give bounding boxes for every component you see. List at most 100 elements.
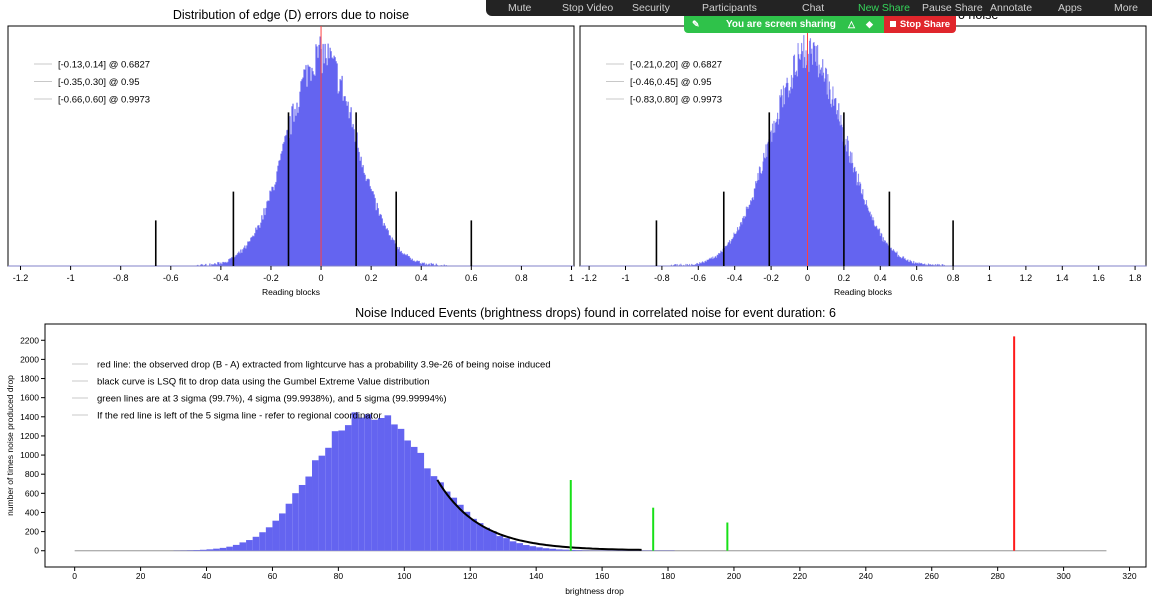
plot-frame xyxy=(44,323,1147,568)
histogram-bar xyxy=(351,412,359,551)
x-tick-label: -1.2 xyxy=(581,273,597,283)
histogram-bar xyxy=(555,549,563,551)
x-axis-label: Reading blocks xyxy=(262,287,320,297)
toolbar-security-button[interactable]: Security xyxy=(632,2,670,14)
toolbar-apps-button[interactable]: Apps xyxy=(1058,2,1082,14)
toolbar-stop-video-button[interactable]: Stop Video xyxy=(562,2,614,14)
y-tick-label: 1000 xyxy=(20,450,39,460)
stop-icon xyxy=(889,21,896,27)
histogram-bar xyxy=(199,549,207,551)
histogram-bar xyxy=(246,540,253,551)
x-tick-label: 1.6 xyxy=(1092,273,1105,283)
histogram-bar xyxy=(272,520,280,551)
y-tick-label: 600 xyxy=(25,488,39,498)
legend-entry: [-0.21,0.20] @ 0.6827 xyxy=(630,60,722,71)
histogram-bar xyxy=(232,544,240,551)
legend-entry: red line: the observed drop (B - A) extr… xyxy=(97,360,551,371)
histogram-bar xyxy=(371,419,378,551)
x-tick-label: 0 xyxy=(805,273,810,283)
x-axis-label: brightness drop xyxy=(565,586,624,596)
network-icon[interactable]: △ xyxy=(848,19,855,29)
x-tick-label: 0 xyxy=(319,273,324,283)
zoom-meeting-toolbar: Mute Stop Video Security Participants Chat Ne… xyxy=(486,0,1152,16)
x-tick-label: 120 xyxy=(463,571,477,581)
x-tick-label: -1 xyxy=(67,273,75,283)
toolbar-more-button[interactable]: More xyxy=(1114,2,1138,14)
x-tick-label: -0.2 xyxy=(763,273,779,283)
x-tick-label: -0.6 xyxy=(691,273,707,283)
x-tick-label: 60 xyxy=(268,571,278,581)
y-tick-label: 200 xyxy=(25,527,39,537)
histogram-bar xyxy=(575,550,583,551)
panel-3: Noise Induced Events (brightness drops) … xyxy=(5,306,1147,596)
x-tick-label: 1.2 xyxy=(1020,273,1033,283)
stop-share-button[interactable]: Stop Share xyxy=(884,16,956,33)
toolbar-participants-button[interactable]: Participants xyxy=(702,2,757,14)
histogram-bar xyxy=(562,549,570,551)
x-tick-label: 180 xyxy=(661,571,675,581)
x-tick-label: 160 xyxy=(595,571,609,581)
histogram-bar xyxy=(265,527,273,551)
histogram-bar xyxy=(450,497,458,551)
histogram-bar xyxy=(344,425,352,551)
legend-entry: If the red line is left of the 5 sigma l… xyxy=(97,411,382,422)
x-tick-label: 0.6 xyxy=(910,273,923,283)
histogram-bar xyxy=(529,546,537,551)
x-tick-label: 0.2 xyxy=(838,273,851,283)
histogram-bar xyxy=(226,546,233,551)
screen-sharing-banner: ✎ You are screen sharing △ ◆ xyxy=(684,16,884,33)
x-tick-label: 0.8 xyxy=(515,273,528,283)
legend-entry: [-0.83,0.80] @ 0.9973 xyxy=(630,95,722,106)
histogram-bar xyxy=(213,548,220,551)
toolbar-annotate-button[interactable]: Annotate xyxy=(990,2,1033,14)
y-tick-label: 2200 xyxy=(20,335,39,345)
toolbar-mute-button[interactable]: Mute xyxy=(508,2,532,14)
x-tick-label: -0.6 xyxy=(163,273,179,283)
shield-icon[interactable]: ◆ xyxy=(866,19,873,29)
y-tick-label: 800 xyxy=(25,469,39,479)
x-tick-label: 240 xyxy=(859,571,873,581)
x-tick-label: 100 xyxy=(397,571,411,581)
histogram-bar xyxy=(437,482,444,551)
x-tick-label: 200 xyxy=(727,571,741,581)
x-tick-label: 1.8 xyxy=(1129,273,1142,283)
stop-share-label: Stop Share xyxy=(899,19,951,30)
x-axis-label: Reading blocks xyxy=(834,287,892,297)
histogram-bar xyxy=(470,518,477,551)
x-tick-label: -0.8 xyxy=(113,273,129,283)
histogram-bar xyxy=(239,542,247,551)
x-tick-label: 1.4 xyxy=(1056,273,1069,283)
x-tick-label: -0.4 xyxy=(727,273,743,283)
histogram-bar xyxy=(483,527,491,551)
toolbar-chat-button[interactable]: Chat xyxy=(802,2,825,14)
x-tick-label: -0.2 xyxy=(263,273,279,283)
x-tick-label: 320 xyxy=(1122,571,1136,581)
toolbar-pause-share-button[interactable]: Pause Share xyxy=(922,2,983,14)
histogram-bar xyxy=(364,414,372,551)
histogram-bar xyxy=(318,455,326,551)
histogram-bar xyxy=(279,513,286,551)
chart-title: Noise Induced Events (brightness drops) … xyxy=(355,306,836,320)
histogram-bar xyxy=(219,547,227,551)
x-tick-label: 1 xyxy=(569,273,574,283)
x-tick-label: 1 xyxy=(987,273,992,283)
histogram-bar xyxy=(516,543,523,551)
histogram-bar xyxy=(338,430,345,551)
x-tick-label: -1 xyxy=(621,273,629,283)
y-axis-label: number of times noise produced drop xyxy=(5,375,15,516)
histogram-bar xyxy=(285,503,293,551)
histogram-bar xyxy=(490,531,497,551)
histogram-bar xyxy=(391,424,398,551)
histogram-bar xyxy=(404,440,411,551)
toolbar-new-share-button[interactable]: New Share xyxy=(858,2,910,14)
histogram-bar xyxy=(206,549,214,551)
x-tick-label: -0.8 xyxy=(654,273,670,283)
histogram-bar xyxy=(252,536,260,551)
x-tick-label: 280 xyxy=(991,571,1005,581)
x-tick-label: 0.6 xyxy=(465,273,478,283)
histogram-bar xyxy=(331,431,339,551)
legend-entry: black curve is LSQ fit to drop data usin… xyxy=(97,377,430,388)
y-tick-label: 1600 xyxy=(20,393,39,403)
x-tick-label: 300 xyxy=(1056,571,1070,581)
